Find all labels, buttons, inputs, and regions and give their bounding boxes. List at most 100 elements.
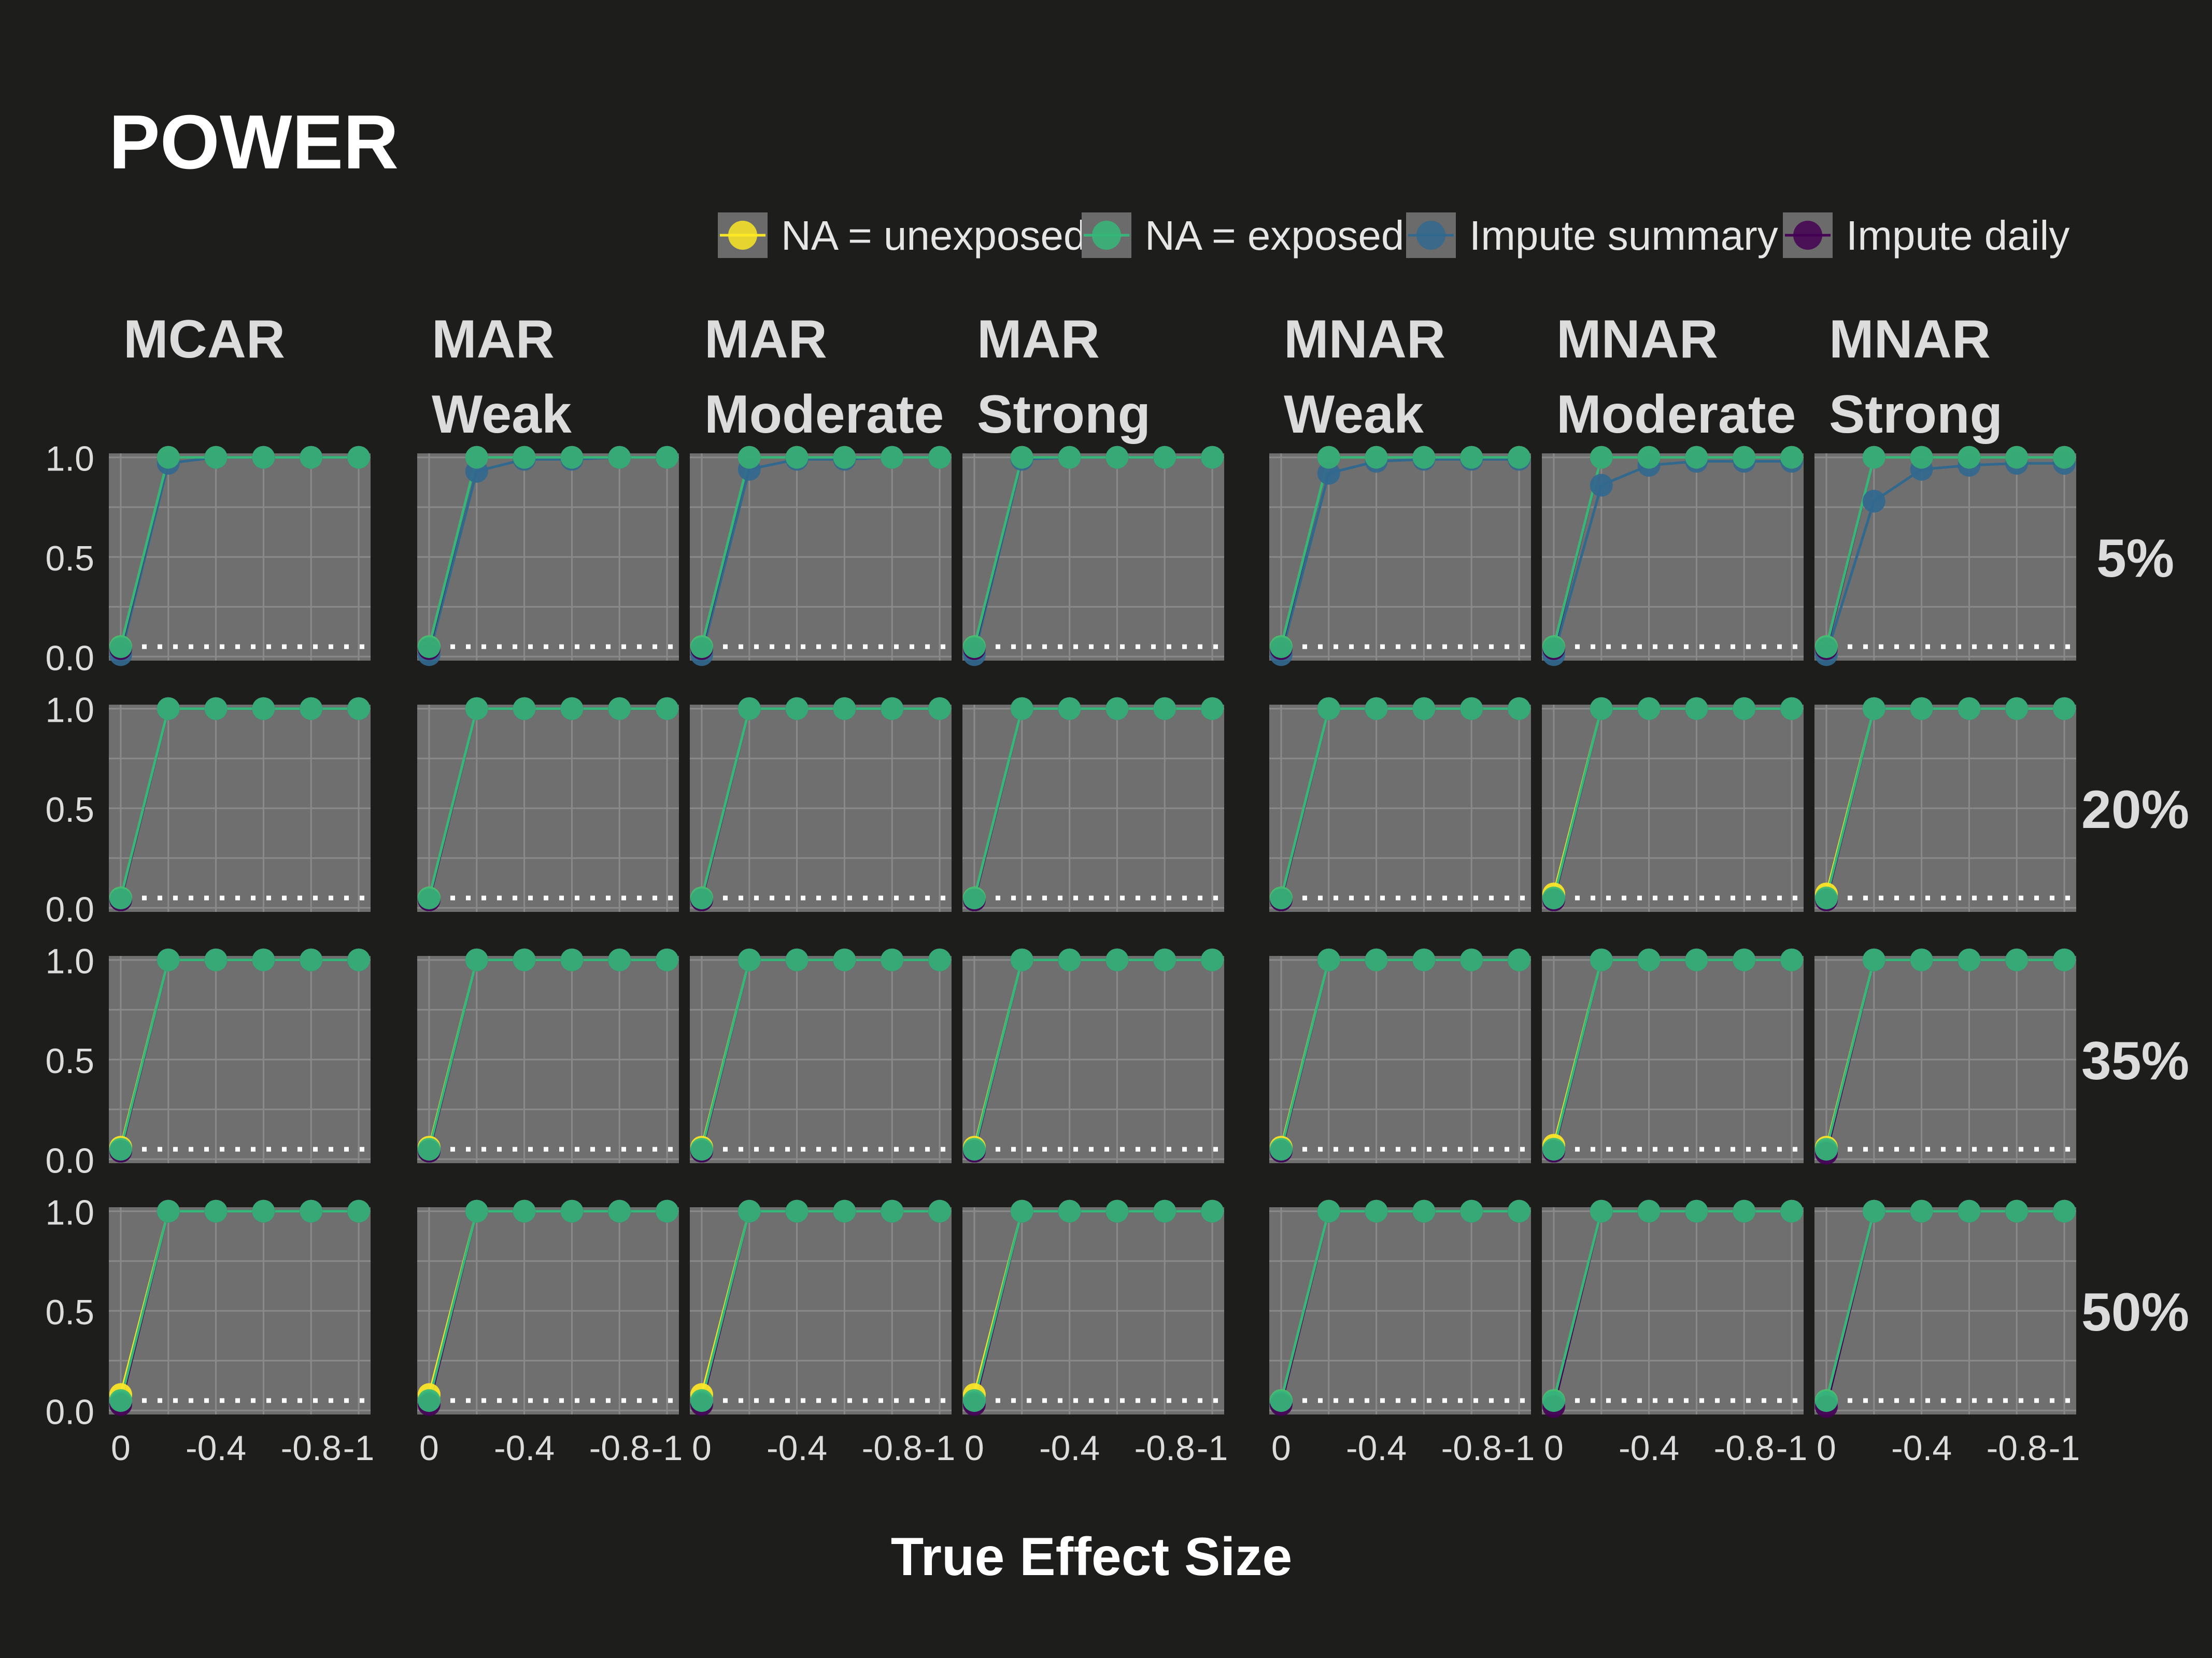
data-point <box>417 635 441 659</box>
data-point <box>738 948 761 971</box>
data-point <box>109 1138 132 1161</box>
data-point <box>347 446 371 469</box>
data-point <box>513 1199 536 1223</box>
data-point <box>252 697 275 720</box>
row-label: 20% <box>2081 780 2189 840</box>
data-point <box>560 948 584 971</box>
data-point <box>1317 697 1340 720</box>
data-point <box>109 635 132 659</box>
facet-panel <box>1814 446 2076 666</box>
legend-label: NA = unexposed <box>781 212 1086 259</box>
data-point <box>1412 1199 1436 1223</box>
data-point <box>785 1199 809 1223</box>
data-point <box>2053 446 2076 469</box>
data-point <box>1317 462 1340 485</box>
legend-key-point <box>1793 221 1822 250</box>
data-point <box>833 948 856 971</box>
facet-panel <box>417 948 679 1163</box>
data-point <box>1542 1138 1565 1161</box>
data-point <box>1862 490 1885 513</box>
data-point <box>1269 887 1293 910</box>
data-point <box>513 697 536 720</box>
data-point <box>1910 446 1933 469</box>
data-point <box>656 1199 679 1223</box>
data-point <box>1590 697 1613 720</box>
y-tick-label: 0.0 <box>45 890 94 929</box>
data-point <box>785 948 809 971</box>
data-point <box>1460 1199 1483 1223</box>
data-point <box>465 1199 488 1223</box>
data-point <box>1058 697 1081 720</box>
data-point <box>1733 1199 1756 1223</box>
data-point <box>928 948 952 971</box>
data-point <box>204 1199 228 1223</box>
x-tick-label: -1 <box>1197 1428 1228 1468</box>
data-point <box>881 1199 904 1223</box>
column-header: Moderate <box>704 384 944 445</box>
data-point <box>690 1389 713 1412</box>
data-point <box>1058 446 1081 469</box>
legend: NA = unexposed NA = exposed Impute summary… <box>718 212 2069 259</box>
data-point <box>1508 446 1531 469</box>
data-point <box>1010 697 1033 720</box>
data-point <box>656 948 679 971</box>
data-point <box>204 697 228 720</box>
x-tick-label: 0 <box>1271 1428 1291 1468</box>
column-header: MAR <box>432 309 555 369</box>
facet-panel <box>1269 948 1531 1163</box>
data-point <box>465 446 488 469</box>
data-point <box>738 446 761 469</box>
data-point <box>1590 446 1613 469</box>
data-point <box>1590 474 1613 497</box>
column-header: Strong <box>1829 384 2003 445</box>
data-point <box>300 1199 323 1223</box>
x-tick-label: -0.4 <box>1619 1428 1679 1468</box>
data-point <box>513 446 536 469</box>
facet-panel <box>1269 697 1531 912</box>
data-point <box>1508 697 1531 720</box>
data-point <box>1508 1199 1531 1223</box>
x-tick-label: -0.8 <box>1441 1428 1502 1468</box>
column-header: MCAR <box>123 309 285 369</box>
data-point <box>1317 446 1340 469</box>
column-header: Weak <box>1284 384 1424 445</box>
data-point <box>204 948 228 971</box>
data-point <box>690 887 713 910</box>
x-tick-label: -0.8 <box>862 1428 923 1468</box>
facet-panel <box>109 948 371 1163</box>
data-point <box>608 697 631 720</box>
data-point <box>833 446 856 469</box>
data-point <box>1958 446 1981 469</box>
data-point <box>962 887 986 910</box>
x-tick-label: -1 <box>1776 1428 1807 1468</box>
data-point <box>157 948 180 971</box>
facet-panels <box>109 446 2076 1418</box>
x-tick-label: -0.4 <box>1891 1428 1952 1468</box>
facet-panel <box>1814 1199 2076 1418</box>
legend-label: Impute summary <box>1469 212 1778 259</box>
data-point <box>1958 948 1981 971</box>
y-tick-label: 1.0 <box>45 942 94 981</box>
data-point <box>157 697 180 720</box>
data-point <box>1412 697 1436 720</box>
y-tick-label: 0.0 <box>45 638 94 678</box>
data-point <box>881 697 904 720</box>
data-point <box>1508 948 1531 971</box>
x-tick-label: -1 <box>924 1428 955 1468</box>
column-header: Strong <box>977 384 1151 445</box>
column-header: Weak <box>432 384 572 445</box>
y-tick-label: 0.0 <box>45 1392 94 1432</box>
legend-item: NA = unexposed <box>718 212 1086 259</box>
data-point <box>833 697 856 720</box>
data-point <box>1269 1138 1293 1161</box>
data-point <box>252 446 275 469</box>
facet-panel <box>1814 948 2076 1165</box>
x-tick-label: -0.8 <box>1714 1428 1775 1468</box>
x-tick-label: 0 <box>419 1428 439 1468</box>
data-point <box>2005 948 2029 971</box>
data-point <box>785 697 809 720</box>
facet-panel <box>690 697 952 912</box>
y-tick-label: 0.5 <box>45 790 94 830</box>
data-point <box>1958 697 1981 720</box>
legend-key-point <box>1092 221 1121 250</box>
